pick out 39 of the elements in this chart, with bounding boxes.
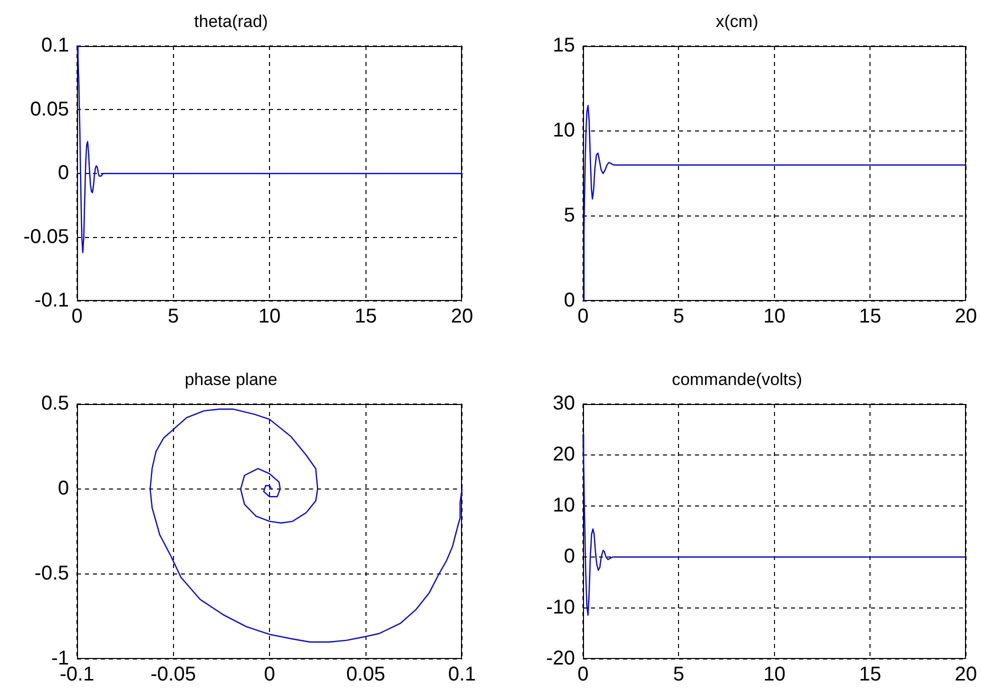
x-tick-label: 0.1 (448, 664, 476, 686)
x-tick-label: 10 (258, 306, 281, 328)
x-tick-label: 15 (354, 306, 377, 328)
y-tick-label: 0.1 (41, 34, 69, 57)
chart-title: x(cm) (716, 12, 758, 31)
y-tick-label: 0.05 (30, 98, 69, 120)
y-tick-label: 0 (564, 546, 575, 568)
x-tick-label: 15 (859, 306, 882, 328)
y-tick-label: 30 (552, 392, 575, 415)
x-tick-label: 5 (168, 306, 179, 328)
y-tick-label: 10 (552, 120, 575, 142)
y-tick-label: 10 (552, 494, 575, 517)
y-tick-label: 0 (58, 162, 69, 184)
x-tick-label: 5 (673, 664, 684, 686)
y-tick-label: 0 (58, 478, 69, 500)
y-tick-label: -0.5 (34, 562, 69, 585)
y-tick-label: -20 (546, 648, 575, 670)
y-tick-label: -1 (51, 648, 69, 670)
y-tick-label: 20 (552, 444, 575, 466)
chart-title: theta(rad) (194, 12, 268, 31)
y-tick-label: -10 (546, 596, 575, 619)
chart-title: phase plane (184, 370, 278, 389)
x-tick-label: 10 (763, 664, 786, 686)
x-tick-label: 15 (859, 664, 882, 686)
y-tick-label: 5 (564, 204, 575, 227)
chart-title: commande(volts) (672, 370, 802, 389)
x-tick-label: 10 (763, 306, 786, 328)
x-tick-label: 0 (264, 664, 276, 686)
y-tick-label: 15 (552, 34, 575, 57)
x-tick-label: -0.05 (150, 664, 196, 686)
x-tick-label: 20 (954, 664, 977, 686)
y-tick-label: -0.05 (23, 226, 69, 248)
y-tick-label: 0.5 (41, 392, 69, 415)
y-tick-label: 0 (564, 290, 575, 312)
x-tick-label: 20 (450, 306, 474, 328)
x-tick-label: 20 (954, 306, 977, 328)
y-tick-label: -0.1 (34, 290, 69, 312)
x-tick-label: 5 (673, 306, 684, 328)
x-tick-label: 0.05 (346, 664, 386, 686)
